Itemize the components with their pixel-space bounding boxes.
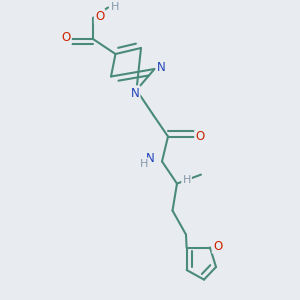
Text: H: H bbox=[140, 159, 148, 169]
Text: N: N bbox=[157, 61, 166, 74]
Text: N: N bbox=[130, 86, 140, 100]
Text: O: O bbox=[213, 239, 222, 253]
Text: H: H bbox=[182, 175, 191, 185]
Text: H: H bbox=[110, 2, 119, 13]
Text: N: N bbox=[146, 152, 155, 165]
Text: O: O bbox=[95, 10, 104, 23]
Text: O: O bbox=[196, 130, 205, 143]
Text: O: O bbox=[61, 31, 70, 44]
